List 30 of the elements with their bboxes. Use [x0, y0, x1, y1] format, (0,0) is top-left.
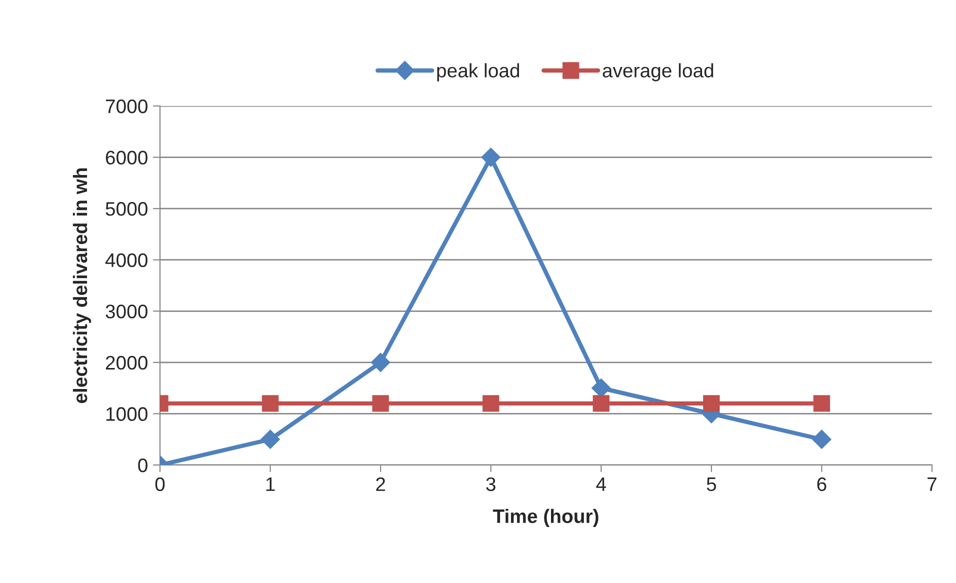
y-tick-label: 4000: [105, 253, 148, 268]
point: [813, 395, 830, 412]
y-tick-label: 1000: [106, 407, 148, 421]
x-axis-title: Time (hour): [492, 508, 598, 527]
x-tick-label: 3: [486, 477, 496, 492]
point: [592, 395, 610, 412]
x-tick-label: 5: [706, 478, 716, 492]
x-tick-label: 4: [596, 478, 606, 491]
point: [371, 352, 390, 372]
point: [703, 395, 720, 412]
point: [482, 395, 500, 412]
y-tick-label: 2000: [106, 356, 148, 370]
point: [481, 148, 500, 167]
y-axis-title: electricity delivared in wh: [72, 168, 92, 404]
point: [372, 395, 389, 412]
y-tick-label: 7000: [106, 99, 148, 114]
x-tick-label: 7: [928, 478, 936, 491]
legend-label: peak load: [437, 63, 520, 82]
point: [812, 430, 832, 449]
y-tick-label: 5000: [106, 202, 148, 216]
y-tick-label: 6000: [106, 150, 148, 165]
x-tick-label: 1: [266, 478, 275, 491]
legend-label: average load: [602, 63, 714, 82]
point: [260, 430, 280, 449]
y-tick-label: 3000: [106, 304, 148, 318]
x-tick-label: 6: [817, 477, 826, 492]
x-tick-label: 0: [155, 477, 165, 492]
x-tick-label: 2: [376, 477, 386, 491]
y-tick-label: 0: [138, 458, 148, 472]
point: [262, 395, 279, 412]
